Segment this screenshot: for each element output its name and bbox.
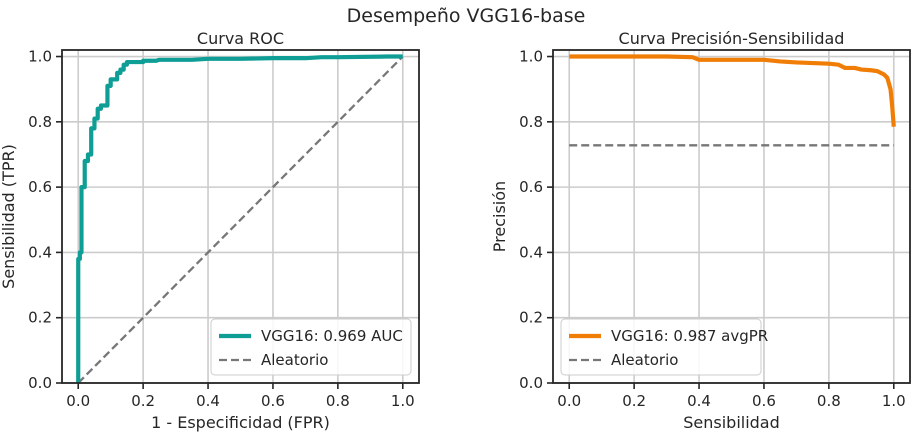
x-tick-label: 0.0 bbox=[557, 392, 581, 410]
x-axis-label: 1 - Especificidad (FPR) bbox=[151, 413, 330, 432]
x-tick-label: 0.0 bbox=[66, 392, 90, 410]
legend: VGG16: 0.969 AUC Aleatorio bbox=[210, 318, 412, 376]
series-line-0 bbox=[76, 54, 403, 383]
legend: VGG16: 0.987 avgPR Aleatorio bbox=[560, 318, 768, 376]
y-tick-label: 0.8 bbox=[519, 113, 543, 131]
figure-suptitle: Desempeño VGG16-base bbox=[347, 5, 586, 27]
x-tick-label: 0.8 bbox=[817, 392, 841, 410]
chart-panel-0: 0.0 0.2 0.4 0.6 0.8 1.0 0.0 0.2 0.4 0.6 0.8 1.0 Curv… bbox=[0, 29, 420, 432]
chart-panels: 0.0 0.2 0.4 0.6 0.8 1.0 0.0 0.2 0.4 0.6 0.8 1.0 Curv… bbox=[0, 29, 911, 432]
chart-title: Curva ROC bbox=[197, 29, 284, 48]
y-tick-label: 0.0 bbox=[519, 374, 543, 392]
axes-frame bbox=[552, 49, 911, 384]
x-tick-label: 0.6 bbox=[261, 392, 285, 410]
y-tick-label: 1.0 bbox=[28, 48, 52, 66]
series-group bbox=[76, 54, 404, 383]
y-tick-label: 0.6 bbox=[28, 178, 52, 196]
y-tick-label: 0.0 bbox=[28, 374, 52, 392]
chart-panel-1: 0.0 0.2 0.4 0.6 0.8 1.0 0.0 0.2 0.4 0.6 0.8 1.0 Curv… bbox=[490, 29, 911, 432]
x-tick-label: 0.6 bbox=[752, 392, 776, 410]
legend-label-1: Aleatorio bbox=[261, 351, 328, 369]
legend-label-0: VGG16: 0.987 avgPR bbox=[611, 327, 768, 345]
legend-label-0: VGG16: 0.969 AUC bbox=[261, 327, 403, 345]
x-tick-label: 0.4 bbox=[687, 392, 711, 410]
legend-box bbox=[210, 318, 412, 376]
axes-frame bbox=[61, 49, 420, 384]
y-axis-label: Sensibilidad (TPR) bbox=[0, 144, 18, 289]
y-tick-label: 0.4 bbox=[519, 243, 543, 261]
y-tick-label: 0.8 bbox=[28, 113, 52, 131]
y-tick-label: 0.6 bbox=[519, 178, 543, 196]
x-tick-label: 1.0 bbox=[882, 392, 906, 410]
y-tick-label: 0.2 bbox=[28, 309, 52, 327]
series-line-0 bbox=[569, 54, 896, 127]
x-tick-label: 0.4 bbox=[196, 392, 220, 410]
series-group bbox=[569, 54, 896, 147]
gridlines bbox=[62, 50, 419, 384]
x-tick-label: 0.2 bbox=[131, 392, 155, 410]
chart-title: Curva Precisión-Sensibilidad bbox=[619, 29, 845, 48]
x-tick-label: 0.2 bbox=[622, 392, 646, 410]
x-tick-label: 1.0 bbox=[391, 392, 415, 410]
baseline-line-1 bbox=[77, 55, 404, 383]
y-axis-label: Precisión bbox=[490, 181, 509, 252]
y-tick-label: 1.0 bbox=[519, 48, 543, 66]
x-tick-label: 0.8 bbox=[326, 392, 350, 410]
x-axis-label: Sensibilidad bbox=[683, 413, 780, 432]
legend-label-1: Aleatorio bbox=[611, 351, 678, 369]
y-tick-label: 0.4 bbox=[28, 243, 52, 261]
y-tick-label: 0.2 bbox=[519, 309, 543, 327]
legend-box bbox=[560, 318, 762, 376]
